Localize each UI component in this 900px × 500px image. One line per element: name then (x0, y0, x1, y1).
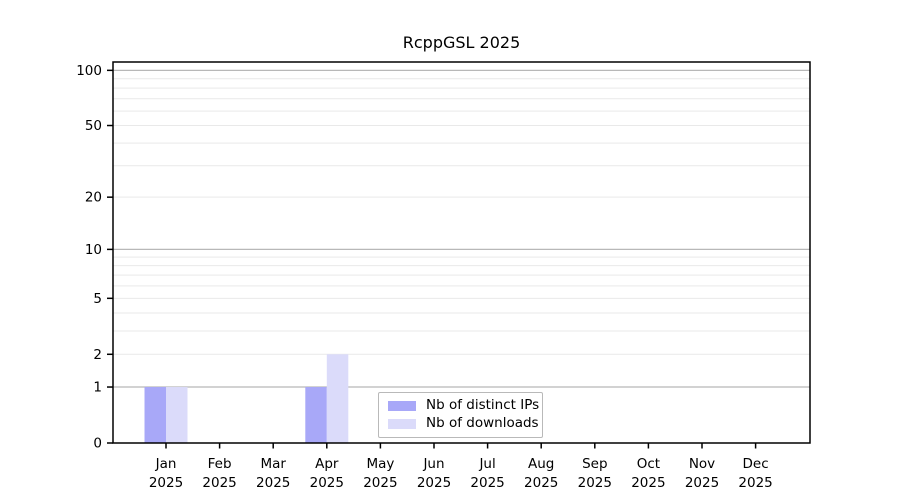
x-label-month-sep: Sep (582, 456, 607, 472)
x-label-year-dec: 2025 (738, 475, 772, 491)
bar-nb-of-distinct-ips-apr (305, 387, 327, 443)
x-label-year-apr: 2025 (310, 475, 344, 491)
gridlines-minor (113, 78, 810, 355)
x-label-month-mar: Mar (260, 456, 286, 472)
legend-row-distinct-ips: Nb of distinct IPs (388, 399, 542, 413)
y-axis: 0 1 2 5 10 20 50 100 (76, 63, 113, 452)
chart-title: RcppGSL 2025 (402, 33, 521, 52)
gridlines-major (113, 69, 810, 388)
x-label-month-jun: Jun (422, 456, 444, 472)
legend-row-downloads: Nb of downloads (388, 417, 542, 431)
x-label-month-dec: Dec (743, 456, 769, 472)
y-tick-label-1: 1 (93, 380, 102, 396)
x-label-month-may: May (366, 456, 394, 472)
y-tick-label-2: 2 (93, 347, 102, 363)
legend-swatch-distinct-ips-icon (388, 401, 416, 412)
y-tick-label-50: 50 (85, 118, 102, 134)
x-label-month-apr: Apr (315, 456, 339, 472)
y-tick-label-20: 20 (85, 190, 102, 206)
bar-nb-of-distinct-ips-jan (144, 387, 166, 443)
legend-label-distinct-ips: Nb of distinct IPs (426, 397, 540, 414)
x-label-year-sep: 2025 (578, 475, 612, 491)
bar-nb-of-downloads-jan (166, 387, 188, 443)
x-label-year-jun: 2025 (417, 475, 451, 491)
y-tick-label-5: 5 (93, 291, 102, 307)
bar-nb-of-downloads-apr (326, 354, 349, 443)
x-label-year-nov: 2025 (685, 475, 719, 491)
x-axis: Jan 2025 Feb 2025 Mar 2025 Apr 2025 May 2025 Jun 20… (149, 443, 773, 491)
legend-box: Nb of distinct IPs Nb of downloads (378, 392, 543, 438)
x-label-month-oct: Oct (637, 456, 660, 472)
x-label-month-jul: Jul (478, 456, 495, 472)
x-label-year-may: 2025 (363, 475, 397, 491)
x-label-year-feb: 2025 (202, 475, 236, 491)
legend-label-downloads: Nb of downloads (426, 415, 539, 432)
x-label-year-jul: 2025 (470, 475, 504, 491)
y-tick-label-10: 10 (85, 242, 102, 258)
x-label-year-oct: 2025 (631, 475, 665, 491)
x-label-year-jan: 2025 (149, 475, 183, 491)
y-tick-label-100: 100 (76, 63, 102, 79)
x-label-year-mar: 2025 (256, 475, 290, 491)
x-label-month-jan: Jan (155, 456, 177, 472)
legend-swatch-downloads-icon (388, 418, 416, 429)
x-label-month-nov: Nov (689, 456, 715, 472)
plot-box (112, 61, 811, 444)
y-tick-label-0: 0 (93, 436, 102, 452)
bars (144, 354, 349, 443)
x-label-year-aug: 2025 (524, 475, 558, 491)
x-label-month-feb: Feb (208, 456, 232, 472)
x-label-month-aug: Aug (528, 456, 554, 472)
